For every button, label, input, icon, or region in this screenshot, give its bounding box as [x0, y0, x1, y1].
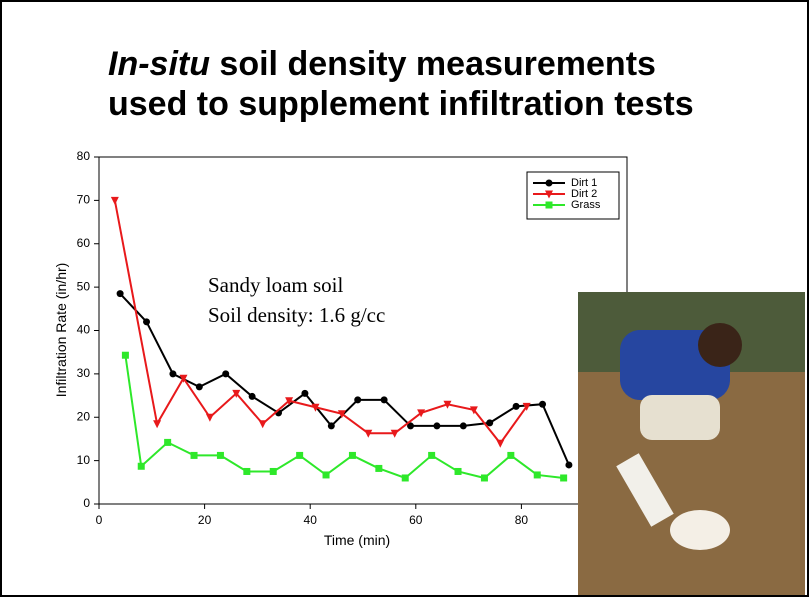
marker: [301, 390, 308, 397]
marker: [270, 468, 277, 475]
annotation: Sandy loam soil: [208, 273, 343, 297]
title-italic: In-situ: [108, 45, 210, 83]
marker: [349, 452, 356, 459]
marker: [481, 474, 488, 481]
marker: [565, 461, 572, 468]
marker: [433, 422, 440, 429]
title-part: used to supplement infiltration tests: [108, 85, 694, 123]
marker: [546, 180, 553, 187]
y-tick-label: 30: [77, 366, 91, 380]
title-part: soil density measurements: [210, 45, 656, 83]
marker: [428, 452, 435, 459]
marker: [217, 452, 224, 459]
marker: [196, 383, 203, 390]
marker: [243, 468, 250, 475]
marker: [249, 393, 256, 400]
marker: [507, 452, 514, 459]
y-tick-label: 10: [77, 453, 91, 467]
x-axis-label: Time (min): [324, 532, 390, 548]
y-tick-label: 20: [77, 409, 91, 423]
marker: [222, 370, 229, 377]
photo-head: [698, 323, 742, 367]
slide: In-situ soil density measurements used t…: [0, 0, 809, 597]
marker: [328, 422, 335, 429]
marker: [402, 474, 409, 481]
marker: [138, 463, 145, 470]
y-tick-label: 60: [77, 236, 91, 250]
marker: [534, 471, 541, 478]
marker: [169, 370, 176, 377]
y-tick-label: 50: [77, 279, 91, 293]
marker: [455, 468, 462, 475]
legend-label: Grass: [571, 199, 601, 211]
marker: [560, 474, 567, 481]
x-tick-label: 40: [304, 513, 318, 527]
photo: [578, 292, 805, 595]
marker: [117, 290, 124, 297]
x-tick-label: 20: [198, 513, 212, 527]
marker: [539, 401, 546, 408]
marker: [122, 352, 129, 359]
x-tick-label: 80: [515, 513, 529, 527]
photo-ring: [670, 510, 730, 550]
photo-shorts: [640, 395, 720, 440]
y-axis-label: Infiltration Rate (in/hr): [53, 263, 69, 398]
marker: [296, 452, 303, 459]
marker: [460, 422, 467, 429]
annotation: Soil density: 1.6 g/cc: [208, 303, 385, 327]
marker: [164, 439, 171, 446]
marker: [546, 202, 553, 209]
marker: [513, 403, 520, 410]
marker: [381, 396, 388, 403]
x-tick-label: 0: [96, 513, 103, 527]
marker: [323, 471, 330, 478]
y-tick-label: 80: [77, 149, 91, 163]
y-tick-label: 40: [77, 323, 91, 337]
x-tick-label: 60: [409, 513, 423, 527]
y-tick-label: 70: [77, 193, 91, 207]
marker: [143, 318, 150, 325]
y-tick-label: 0: [83, 496, 90, 510]
marker: [191, 452, 198, 459]
marker: [375, 465, 382, 472]
marker: [354, 396, 361, 403]
